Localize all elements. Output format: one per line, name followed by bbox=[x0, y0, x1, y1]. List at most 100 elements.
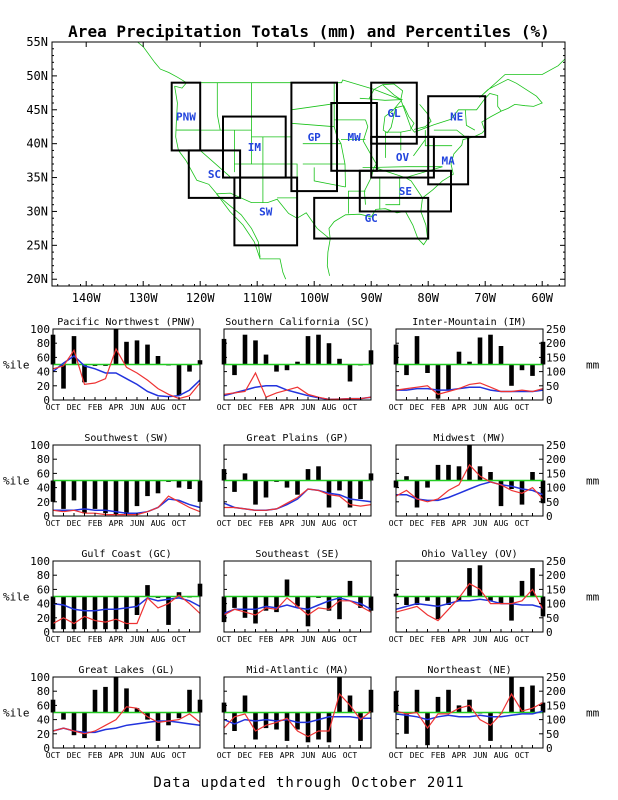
region-panel: Southwest (SW)OCT DEC FEB APR JUN AUG OCT02040… bbox=[3, 433, 203, 528]
panel-x-label: OCT bbox=[343, 519, 358, 528]
panel-right-label: 200 bbox=[546, 453, 566, 466]
map-outline bbox=[405, 177, 423, 199]
figure-title: Area Precipitation Totals (mm) and Perce… bbox=[68, 22, 550, 41]
panel-x-label: OCT bbox=[172, 519, 187, 528]
map-lat-label: 35N bbox=[26, 171, 48, 185]
percentile-bar bbox=[519, 480, 525, 505]
panel-x-label: FEB bbox=[88, 519, 103, 528]
percentile-bar bbox=[456, 705, 462, 713]
percentile-bar bbox=[414, 596, 420, 605]
percentile-bar bbox=[253, 480, 258, 505]
percentile-bar bbox=[488, 596, 493, 601]
panel-left-label: 80 bbox=[37, 337, 50, 350]
region-box bbox=[370, 135, 435, 179]
panel-x-label: APR bbox=[452, 403, 467, 412]
panel-x-label: OCT bbox=[389, 751, 404, 760]
percentile-bar bbox=[263, 596, 269, 611]
panel-x-label: OCT bbox=[172, 751, 187, 760]
region-label: GP bbox=[308, 131, 322, 144]
panel-x-label: FEB bbox=[431, 751, 446, 760]
panel-title: Southeast (SE) bbox=[255, 549, 339, 560]
map-outline bbox=[251, 163, 298, 199]
panel-x-label: APR bbox=[280, 751, 295, 760]
total-precip-line bbox=[52, 594, 201, 625]
panel-right-label: 0 bbox=[546, 742, 553, 755]
panel-x-label: AUG bbox=[322, 403, 337, 412]
region-box bbox=[427, 135, 470, 186]
percentile-bar bbox=[305, 712, 311, 743]
percentile-bar bbox=[242, 473, 248, 481]
panel-x-label: AUG bbox=[494, 751, 509, 760]
map-outline bbox=[326, 239, 331, 276]
panel-x-label: JUN bbox=[473, 519, 488, 528]
panel-right-label: 250 bbox=[546, 439, 566, 452]
panel-x-label: OCT bbox=[217, 519, 232, 528]
region-panels: Pacific Northwest (PNW) OCT DEC FEB APR JUN AU… bbox=[3, 317, 600, 760]
map-outline bbox=[413, 104, 432, 130]
panel-x-label: DEC bbox=[67, 519, 82, 528]
percentile-bar bbox=[176, 480, 182, 488]
region-map: 55N 50N 45N 40N 35N 30N 25N 20N 140W 130W 120W 110W… bbox=[26, 35, 566, 305]
panel-x-label: DEC bbox=[238, 751, 253, 760]
panel-right-label: 200 bbox=[546, 337, 566, 350]
percentile-bar bbox=[414, 689, 420, 713]
panel-left-label: 60 bbox=[37, 699, 50, 712]
panel-left-label: 100 bbox=[30, 671, 50, 684]
percentile-bar bbox=[498, 346, 504, 365]
percentile-bar bbox=[446, 364, 451, 391]
normal-precip-line bbox=[396, 386, 544, 393]
percentile-bar bbox=[295, 361, 300, 365]
percentile-bar bbox=[467, 361, 472, 365]
panel-right-label: 250 bbox=[546, 671, 566, 684]
panel-x-label: DEC bbox=[410, 751, 425, 760]
panel-right-label: 0 bbox=[546, 626, 553, 639]
map-outline bbox=[362, 166, 443, 179]
region-label: GC bbox=[365, 212, 378, 225]
panel-x-label: DEC bbox=[410, 635, 425, 644]
percentile-bar bbox=[477, 466, 483, 481]
region-panel: Great Lakes (GL)OCT DEC FEB APR JUN AUG OCT020… bbox=[3, 665, 203, 760]
panel-right-label: 50 bbox=[546, 496, 559, 509]
map-outline bbox=[174, 86, 287, 280]
percentile-bar bbox=[404, 364, 409, 376]
panel-x-label: APR bbox=[280, 403, 295, 412]
percentile-bar bbox=[519, 580, 525, 597]
percentile-bar bbox=[404, 712, 409, 734]
percentile-bar bbox=[347, 480, 353, 508]
percentile-bar bbox=[82, 712, 87, 739]
percentile-bar bbox=[498, 480, 504, 507]
percentile-bar bbox=[155, 712, 161, 741]
percentile-bar bbox=[253, 340, 258, 365]
total-precip-line bbox=[395, 692, 544, 730]
panel-left-label: 60 bbox=[37, 351, 50, 364]
region-label: MW bbox=[347, 131, 361, 144]
panel-x-label: OCT bbox=[217, 751, 232, 760]
panel-left-label: 80 bbox=[37, 569, 50, 582]
panel-left-label: 0 bbox=[43, 626, 50, 639]
panel-left-label: 20 bbox=[37, 728, 50, 741]
percentile-bar bbox=[61, 596, 66, 630]
map-lat-label: 40N bbox=[26, 137, 48, 151]
percentile-bar bbox=[113, 480, 119, 515]
percentile-bar bbox=[404, 596, 409, 605]
panel-x-label: DEC bbox=[238, 519, 253, 528]
percentile-bar bbox=[530, 685, 535, 713]
panel-x-label: OCT bbox=[389, 403, 404, 412]
panel-left-label: 0 bbox=[43, 510, 50, 523]
percentile-bar bbox=[92, 689, 98, 713]
panel-x-label: FEB bbox=[88, 751, 103, 760]
panel-left-label: 80 bbox=[37, 453, 50, 466]
percentile-bar bbox=[337, 596, 342, 620]
percentile-bar bbox=[103, 686, 108, 713]
panel-left-label: 0 bbox=[43, 742, 50, 755]
percentile-bar bbox=[82, 480, 87, 514]
panel-x-label: FEB bbox=[431, 403, 446, 412]
percentile-bar bbox=[176, 364, 182, 396]
map-outline bbox=[216, 82, 221, 131]
panel-x-label: AUG bbox=[151, 403, 166, 412]
panel-x-label: AUG bbox=[322, 519, 337, 528]
total-precip-line bbox=[224, 488, 372, 511]
percentile-bar bbox=[113, 596, 119, 630]
percentile-bar bbox=[284, 712, 290, 741]
region-panel: Gulf Coast (GC)OCT DEC FEB APR JUN AUG OCT0204… bbox=[3, 549, 203, 644]
